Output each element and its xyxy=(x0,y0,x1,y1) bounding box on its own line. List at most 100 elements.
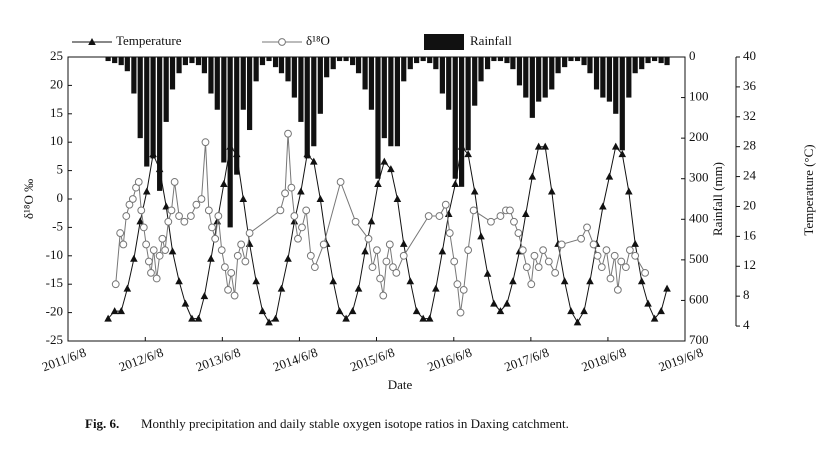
rain-bar xyxy=(291,57,297,98)
rain-bar xyxy=(587,57,593,74)
temp-marker xyxy=(547,187,556,195)
d18o-marker xyxy=(602,246,611,255)
rain-bar xyxy=(112,57,118,64)
temp-marker xyxy=(277,284,286,292)
temp-marker xyxy=(432,284,440,292)
d18o-marker xyxy=(539,246,548,255)
y3-tick-label: 36 xyxy=(743,78,757,93)
rain-bar xyxy=(221,57,227,163)
d18o-marker xyxy=(208,223,216,232)
temp-marker xyxy=(123,284,132,292)
d18o-marker xyxy=(310,263,319,272)
d18o-marker xyxy=(351,217,360,226)
rain-bar xyxy=(169,57,176,90)
rain-bar xyxy=(452,57,458,179)
d18o-marker xyxy=(469,206,478,215)
d18o-marker xyxy=(116,229,125,237)
rain-bar xyxy=(144,57,150,167)
rain-bar xyxy=(304,57,310,159)
temp-marker xyxy=(252,277,260,285)
rain-bar xyxy=(182,57,189,66)
temp-marker xyxy=(528,172,537,180)
temp-marker xyxy=(637,277,646,285)
d18o-marker xyxy=(583,223,591,232)
d18o-marker xyxy=(119,240,128,249)
caption-text: Monthly precipitation and daily stable o… xyxy=(141,416,569,431)
rain-bar xyxy=(510,57,516,70)
temp-marker xyxy=(329,277,338,285)
legend-swatch xyxy=(424,34,464,50)
d18o-marker xyxy=(589,240,598,249)
d18o-marker xyxy=(450,257,459,266)
rain-bar xyxy=(446,57,452,110)
temp-marker xyxy=(470,187,479,195)
rain-bar xyxy=(549,57,555,90)
d18o-marker xyxy=(625,246,634,255)
y3-tick-label: 40 xyxy=(743,48,756,63)
y-tick-label: 0 xyxy=(57,190,64,205)
temp-marker xyxy=(657,307,665,315)
d18o-marker xyxy=(211,234,220,243)
d18o-marker xyxy=(389,263,397,272)
x-tick-label: 2015/6/8 xyxy=(348,345,397,375)
y3-axis-label: Temperature (°C) xyxy=(801,144,816,235)
temp-marker xyxy=(521,209,530,217)
legend-label: Temperature xyxy=(116,33,182,48)
d18o-marker xyxy=(192,200,201,209)
d18o-marker xyxy=(128,195,137,203)
d18o-marker xyxy=(142,240,151,249)
temp-marker xyxy=(142,187,151,195)
rain-bar xyxy=(593,57,600,90)
rain-bar xyxy=(253,57,259,82)
temp-marker xyxy=(625,187,633,195)
d18o-marker xyxy=(621,263,630,272)
temp-marker xyxy=(168,247,177,255)
d18o-marker xyxy=(373,246,381,255)
temp-marker xyxy=(438,247,447,255)
x-tick-label: 2018/6/8 xyxy=(579,345,628,375)
rain-bar xyxy=(542,57,548,98)
rain-bar xyxy=(529,57,535,118)
d18o-marker xyxy=(641,268,649,277)
y3-tick-label: 12 xyxy=(743,257,756,272)
y2-tick-label: 0 xyxy=(689,48,696,63)
d18o-marker xyxy=(214,212,223,220)
d18o-marker xyxy=(298,223,306,232)
rain-bar xyxy=(362,57,368,90)
d18o-marker xyxy=(631,251,640,260)
d18o-marker xyxy=(144,257,153,266)
temp-marker xyxy=(226,142,234,150)
y2-tick-label: 700 xyxy=(689,332,709,347)
rain-bar xyxy=(227,57,233,228)
y-tick-label: 5 xyxy=(57,162,64,177)
rain-bar xyxy=(420,57,426,62)
temp-marker xyxy=(181,299,190,307)
d18o-marker xyxy=(506,206,514,215)
x-axis-label: Date xyxy=(388,377,413,392)
temp-marker xyxy=(663,284,671,292)
d18o-marker xyxy=(376,274,384,283)
d18o-marker xyxy=(382,257,391,266)
temp-marker xyxy=(631,239,639,247)
rain-bar xyxy=(137,57,143,139)
y3-tick-label: 8 xyxy=(743,287,750,302)
rain-bar xyxy=(523,57,529,98)
d18o-marker xyxy=(364,234,373,243)
y2-tick-label: 100 xyxy=(689,89,709,104)
temp-marker xyxy=(316,195,325,202)
rain-bar xyxy=(568,57,574,62)
d18o-marker xyxy=(336,178,345,186)
y-tick-label: -25 xyxy=(46,332,63,347)
d18o-marker xyxy=(217,246,226,255)
rain-bar xyxy=(336,57,343,62)
d18o-marker xyxy=(613,285,622,294)
rain-bar xyxy=(208,57,214,94)
rain-bar xyxy=(240,57,246,110)
d18o-marker xyxy=(180,217,189,226)
d18o-marker xyxy=(518,246,527,255)
rain-bar xyxy=(632,57,638,74)
rain-bar xyxy=(606,57,613,102)
temp-marker xyxy=(412,307,421,315)
rain-bar xyxy=(555,57,561,74)
d18o-marker xyxy=(610,251,619,260)
